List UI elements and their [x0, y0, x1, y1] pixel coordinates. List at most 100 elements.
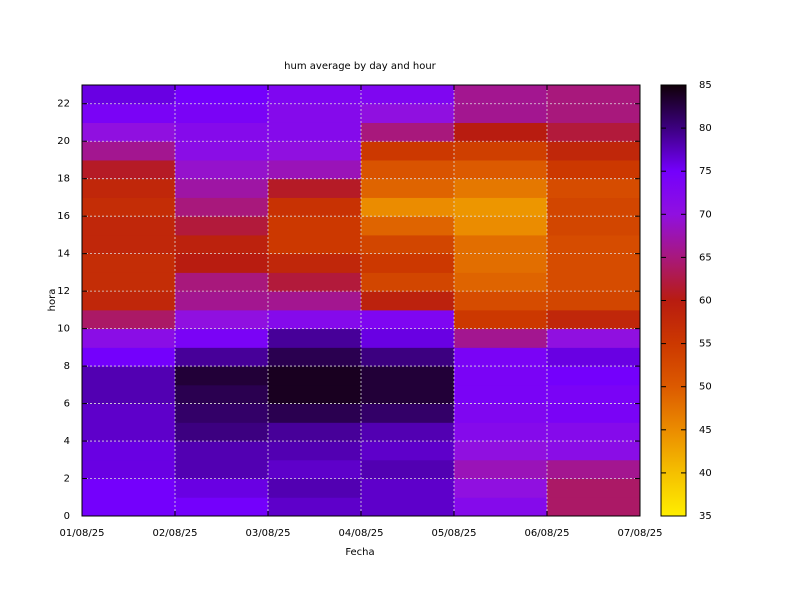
x-tick-label: 07/08/25	[618, 528, 663, 539]
heat-cell	[547, 141, 641, 161]
heat-cell	[547, 159, 641, 180]
heat-cell	[547, 328, 641, 348]
x-tick-label: 03/08/25	[246, 528, 291, 539]
heat-cell	[175, 272, 269, 292]
colorbar-tick-label: 45	[699, 425, 712, 436]
heat-cell	[454, 122, 548, 142]
heat-cell	[547, 272, 641, 292]
heat-cell	[361, 122, 455, 142]
heat-cell	[82, 309, 176, 330]
heat-cell	[547, 497, 641, 517]
heat-cell	[454, 234, 548, 255]
heat-cell	[268, 441, 362, 461]
heat-cell	[82, 178, 176, 198]
heat-cell	[454, 309, 548, 330]
heat-cell	[361, 159, 455, 180]
colorbar-tick-label: 75	[699, 166, 712, 177]
heat-cell	[454, 253, 548, 273]
heat-cell	[82, 85, 176, 105]
heat-cell	[454, 272, 548, 292]
heat-cell	[361, 347, 455, 367]
y-tick-label: 10	[57, 324, 70, 335]
heat-cell	[361, 422, 455, 442]
y-tick-label: 16	[57, 211, 70, 222]
heat-cell	[82, 478, 176, 498]
heat-cell	[268, 234, 362, 255]
heat-cell	[175, 459, 269, 480]
heat-cell	[454, 197, 548, 217]
y-tick-label: 2	[64, 474, 70, 485]
heat-cell	[454, 441, 548, 461]
heat-cell	[547, 291, 641, 311]
heat-cell	[175, 497, 269, 517]
colorbar-tick-label: 35	[699, 511, 712, 522]
heat-cell	[82, 103, 176, 123]
y-tick-label: 20	[57, 136, 70, 147]
heat-cell	[361, 291, 455, 311]
y-tick-label: 4	[64, 436, 70, 447]
heat-cell	[547, 197, 641, 217]
heat-cell	[268, 178, 362, 198]
heat-cell	[361, 197, 455, 217]
heat-cell	[454, 478, 548, 498]
heat-cell	[454, 366, 548, 386]
heat-cell	[547, 178, 641, 198]
heat-cell	[361, 141, 455, 161]
heat-cell	[82, 122, 176, 142]
heat-cell	[268, 253, 362, 273]
heat-cell	[268, 197, 362, 217]
heat-cell	[82, 347, 176, 367]
colorbar-tick-label: 40	[699, 468, 712, 479]
heat-cell	[268, 291, 362, 311]
heat-cell	[547, 403, 641, 423]
heat-cell	[175, 159, 269, 180]
heat-cell	[82, 384, 176, 405]
heat-cell	[547, 422, 641, 442]
heat-cell	[454, 159, 548, 180]
heat-cell	[82, 234, 176, 255]
heat-cell	[175, 422, 269, 442]
heat-cell	[82, 441, 176, 461]
x-tick-label: 05/08/25	[432, 528, 477, 539]
heat-cell	[454, 347, 548, 367]
heat-cell	[361, 178, 455, 198]
heat-cell	[547, 441, 641, 461]
heat-cell	[361, 497, 455, 517]
heat-cell	[82, 328, 176, 348]
heat-cell	[268, 216, 362, 236]
heat-cell	[175, 384, 269, 405]
heat-cell	[361, 234, 455, 255]
heat-cell	[268, 122, 362, 142]
heat-cell	[175, 478, 269, 498]
colorbar-tick-label: 50	[699, 382, 712, 393]
heat-cell	[175, 441, 269, 461]
heat-cell	[268, 478, 362, 498]
heat-cell	[361, 441, 455, 461]
heat-cell	[268, 384, 362, 405]
x-tick-label: 01/08/25	[60, 528, 105, 539]
heat-cell	[361, 403, 455, 423]
colorbar-tick-label: 80	[699, 123, 712, 134]
heat-cell	[361, 216, 455, 236]
heat-cell	[454, 141, 548, 161]
heat-cell	[268, 497, 362, 517]
heat-cell	[268, 272, 362, 292]
colorbar-tick-label: 85	[699, 80, 712, 91]
heat-cell	[454, 85, 548, 105]
chart-title: hum average by day and hour	[284, 61, 437, 72]
heat-cell	[547, 384, 641, 405]
heat-cell	[361, 366, 455, 386]
heat-cell	[454, 422, 548, 442]
heat-cell	[454, 459, 548, 480]
heat-cell	[454, 178, 548, 198]
heat-cell	[268, 403, 362, 423]
heat-cell	[268, 159, 362, 180]
x-tick-label: 06/08/25	[525, 528, 570, 539]
heat-cell	[82, 422, 176, 442]
heat-cell	[454, 403, 548, 423]
y-tick-label: 18	[57, 174, 70, 185]
heat-cell	[82, 366, 176, 386]
heat-cell	[268, 141, 362, 161]
heat-cell	[175, 197, 269, 217]
